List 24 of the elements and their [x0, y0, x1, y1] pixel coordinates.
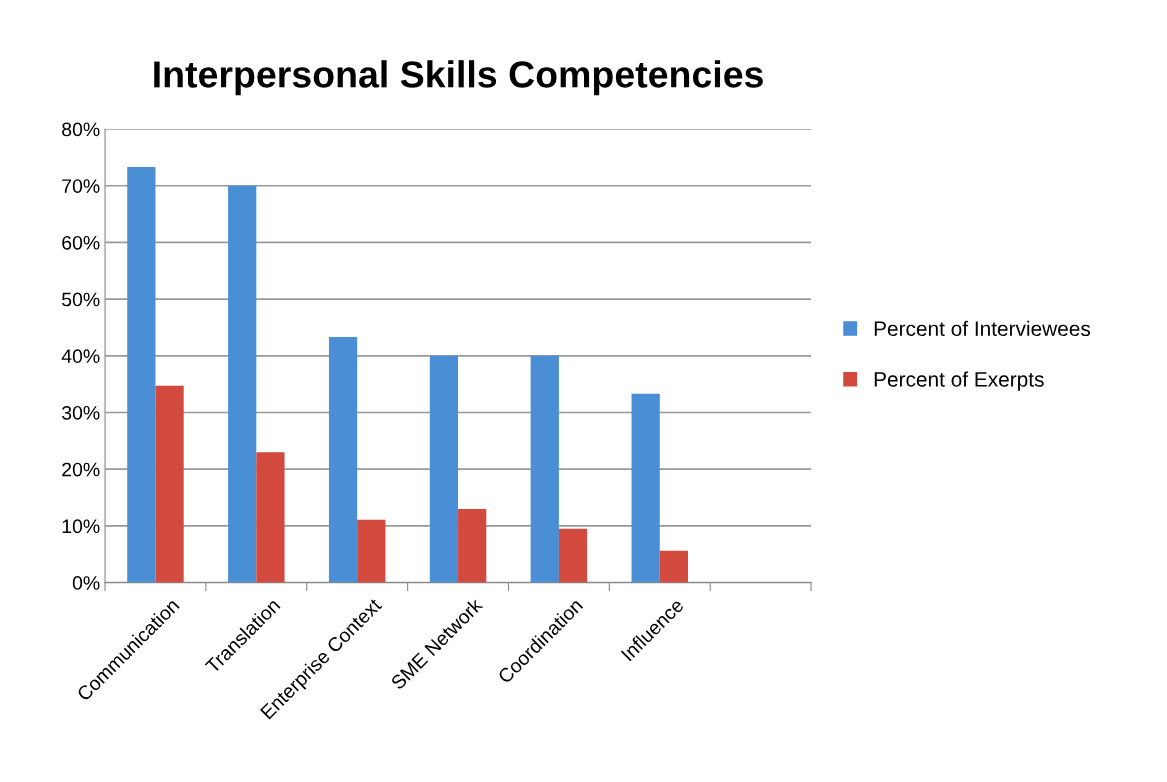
- bar: [256, 452, 285, 583]
- bar: [228, 185, 257, 583]
- y-tick-label: 80%: [62, 122, 100, 137]
- y-tick-label: 60%: [62, 235, 100, 250]
- y-tick-label: 0%: [72, 576, 100, 590]
- bar: [127, 167, 156, 583]
- bar: [328, 337, 358, 583]
- legend-label: Percent of Interviewees: [874, 320, 1091, 337]
- bar: [458, 508, 487, 583]
- y-tick-label: 50%: [62, 292, 100, 307]
- bar: [530, 355, 559, 583]
- y-tick-label: 40%: [61, 349, 100, 364]
- bar: [659, 550, 689, 583]
- y-tick-label: 10%: [62, 519, 100, 534]
- bar: [429, 355, 459, 583]
- bar: [631, 393, 660, 583]
- bar: [558, 528, 588, 583]
- bar: [155, 385, 184, 583]
- y-tick-label: 30%: [61, 405, 100, 420]
- legend-label: Percent of Exerpts: [874, 371, 1044, 391]
- y-tick-label: 20%: [62, 462, 100, 477]
- bar: [357, 519, 386, 583]
- chart-title: Interpersonal Skills Competencies: [154, 60, 763, 96]
- y-tick-label: 70%: [62, 179, 100, 193]
